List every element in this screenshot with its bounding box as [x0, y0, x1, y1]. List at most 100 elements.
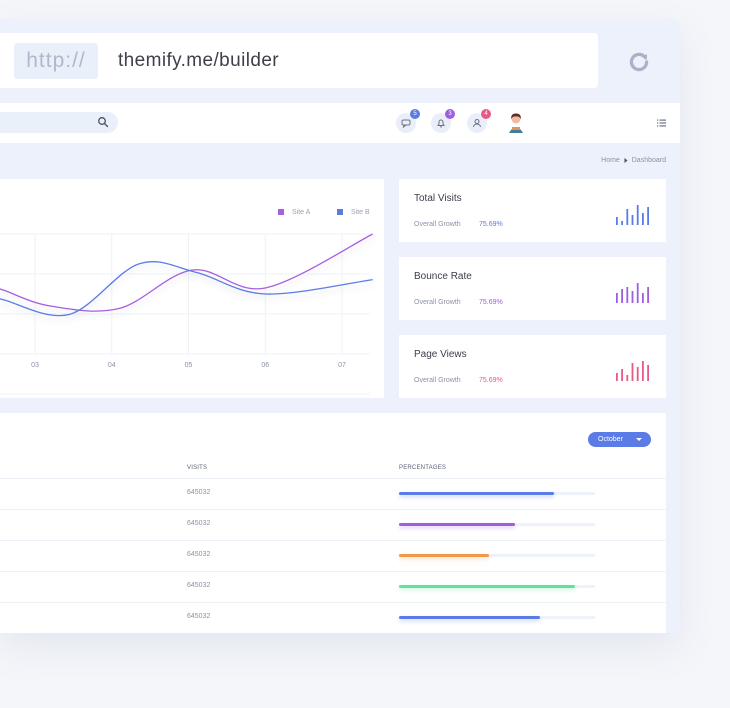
avatar[interactable] [505, 111, 527, 133]
stat-title: Bounce Rate [414, 271, 472, 282]
legend-site-a: Site A [278, 209, 310, 216]
sparkline-bar [642, 293, 644, 303]
breadcrumb-current: Dashboard [631, 157, 666, 164]
chevron-right-icon [624, 158, 628, 163]
percentage-bar [399, 523, 515, 526]
line-chart [0, 233, 373, 395]
month-dropdown[interactable]: October [588, 432, 651, 447]
search-icon[interactable] [97, 116, 109, 128]
chat-icon [401, 119, 411, 128]
series-line-site-a [0, 233, 373, 312]
percentage-bar [399, 585, 576, 588]
sparkline-bar [621, 289, 623, 303]
visits-value: 645032 [187, 551, 211, 558]
breadcrumb-home[interactable]: Home [601, 157, 620, 164]
percentage-track [399, 523, 595, 526]
stat-value: 75.69% [479, 299, 503, 306]
caret-down-icon [636, 438, 642, 441]
notifications-button[interactable]: 3 [431, 109, 455, 133]
sparkline-bar [631, 363, 634, 381]
sparkline-bar [642, 213, 644, 225]
legend-label: Site A [292, 209, 311, 216]
legend-swatch [278, 209, 284, 216]
sparkline-bar [631, 291, 634, 303]
notifications-badge: 3 [445, 109, 455, 119]
x-tick-label: 05 [184, 362, 193, 369]
x-tick-label: 06 [261, 362, 270, 369]
user-icon [473, 119, 481, 128]
legend-site-b: Site B [337, 209, 370, 216]
visits-table-card: October VISITS PERCENTAGES 645032 645032… [0, 413, 666, 633]
sparkline-bar [626, 287, 629, 303]
x-tick-label: 07 [338, 362, 346, 369]
visits-value: 645032 [187, 613, 211, 620]
stat-subtitle: Overall Growth [414, 221, 461, 228]
sparkline-bar [626, 209, 629, 225]
users-badge: 4 [481, 109, 491, 119]
sparkline-chart [616, 283, 649, 303]
stat-value: 75.69% [479, 377, 503, 384]
sparkline-bar [636, 367, 639, 381]
reload-icon[interactable] [626, 49, 652, 75]
table-row: 645032 [0, 602, 666, 633]
table-row: 645032 [0, 540, 666, 572]
url-protocol: http:// [14, 43, 98, 79]
sparkline-bar [647, 207, 649, 225]
sparkline-bar [621, 369, 623, 381]
column-header-visits: VISITS [187, 465, 208, 471]
menu-icon[interactable] [657, 119, 666, 127]
sparkline-bar [636, 205, 639, 225]
percentage-track [399, 554, 595, 557]
search-input[interactable] [0, 112, 118, 133]
address-bar[interactable]: http:// themify.me/builder [0, 33, 598, 88]
legend-label: Site B [351, 209, 370, 216]
percentage-track [399, 585, 595, 588]
visits-value: 645032 [187, 520, 211, 527]
x-tick-label: 04 [107, 362, 116, 369]
sparkline-bar [631, 215, 634, 225]
stat-value: 75.69% [479, 221, 503, 228]
chat-badge: 5 [410, 109, 420, 119]
stat-title: Total Visits [414, 193, 462, 204]
table-row: 645032 [0, 478, 666, 510]
percentage-bar [399, 554, 490, 557]
percentage-bar [399, 616, 541, 619]
sparkline-bar [616, 293, 618, 303]
percentage-track [399, 616, 595, 619]
stat-subtitle: Overall Growth [414, 299, 461, 306]
sparkline-bar [626, 375, 629, 381]
stat-title: Page Views [414, 349, 467, 360]
chat-button[interactable]: 5 [396, 109, 420, 133]
series-line-site-b [0, 261, 373, 317]
sparkline-bar [621, 221, 623, 225]
sparkline-bar [636, 283, 639, 303]
sparkline-bar [647, 365, 649, 381]
month-label: October [598, 436, 623, 443]
legend-swatch [337, 209, 343, 216]
line-chart-card: Site A Site B 03 04 05 06 07 [0, 179, 384, 398]
stat-card-total-visits: Total Visits Overall Growth 75.69% [399, 179, 666, 242]
stat-card-bounce-rate: Bounce Rate Overall Growth 75.69% [399, 257, 666, 320]
column-header-percentages: PERCENTAGES [399, 465, 447, 471]
sparkline-bar [642, 361, 644, 381]
visits-value: 645032 [187, 582, 211, 589]
sparkline-bar [647, 287, 649, 303]
x-tick-label: 03 [31, 362, 39, 369]
users-button[interactable]: 4 [467, 109, 491, 133]
top-navigation: 5 3 4 [0, 103, 680, 143]
table-row: 645032 [0, 571, 666, 603]
stat-card-page-views: Page Views Overall Growth 75.69% [399, 335, 666, 398]
percentage-bar [399, 492, 554, 495]
visits-value: 645032 [187, 489, 211, 496]
url-text[interactable]: themify.me/builder [118, 50, 280, 71]
sparkline-chart [616, 361, 649, 381]
breadcrumb: Home Dashboard [601, 157, 666, 164]
sparkline-bar [616, 217, 618, 225]
stat-subtitle: Overall Growth [414, 377, 461, 384]
table-row: 645032 [0, 509, 666, 541]
browser-window: http:// themify.me/builder 5 3 [0, 19, 680, 633]
sparkline-chart [616, 205, 649, 225]
bell-icon [437, 119, 445, 128]
percentage-track [399, 492, 595, 495]
sparkline-bar [616, 373, 618, 381]
